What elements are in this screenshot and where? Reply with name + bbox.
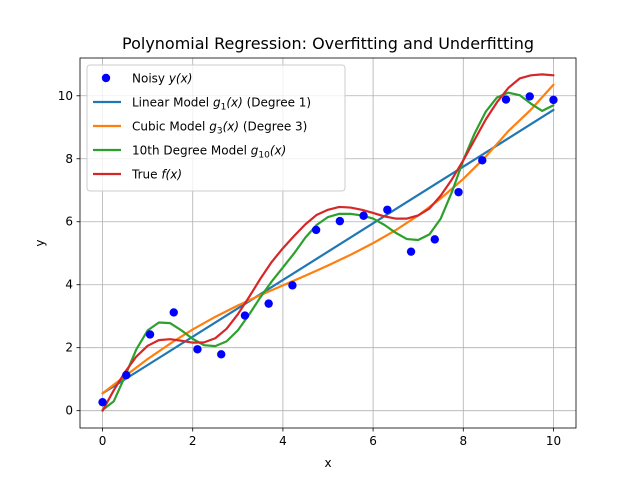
scatter-point (383, 205, 392, 214)
y-tick-label: 2 (65, 341, 73, 355)
scatter-point (193, 345, 202, 354)
legend: Noisy y(x) Linear Model g1(x) (Degree 1) C… (86, 64, 346, 192)
legend-box (86, 64, 346, 192)
scatter-point (501, 95, 511, 104)
y-tick-label: 6 (65, 215, 73, 229)
x-tick-label: 8 (459, 434, 467, 448)
x-tick-label: 0 (99, 434, 107, 448)
y-axis-label: y (33, 239, 47, 246)
scatter-point (359, 211, 368, 220)
scatter-point (98, 397, 107, 407)
scatter-point (145, 330, 155, 339)
x-axis-label: x (324, 456, 331, 470)
y-tick-label: 10 (58, 89, 73, 103)
legend-label: True f(x) (131, 168, 182, 182)
scatter-point (430, 235, 439, 244)
x-tick-label: 6 (369, 434, 377, 448)
scatter-point (311, 225, 321, 235)
x-tick-label: 4 (279, 434, 287, 448)
legend-label: Cubic Model g3(x) (Degree 3) (132, 120, 307, 137)
scatter-point (217, 350, 226, 359)
legend-label: Noisy y(x) (132, 72, 192, 86)
legend-label: 10th Degree Model g10(x) (132, 144, 286, 161)
series-line-cubic-model-g3-x-degree-3 (101, 83, 555, 395)
plot-frame (79, 57, 577, 429)
x-tick-label: 2 (189, 434, 197, 448)
scatter-point (549, 95, 558, 105)
legend-marker-scatter (101, 73, 111, 83)
scatter-point (335, 216, 345, 226)
series-line-linear-model-g1-x-degree-1 (101, 108, 555, 395)
scatter-point (525, 92, 534, 101)
scatter-point (122, 370, 131, 380)
y-tick-label: 8 (65, 152, 73, 166)
x-tick-label: 10 (546, 434, 561, 448)
y-tick-label: 4 (65, 278, 73, 292)
scatter-point (288, 281, 297, 290)
legend-label: Linear Model g1(x) (Degree 1) (132, 96, 311, 113)
scatter-point (406, 247, 416, 256)
scatter-point (169, 308, 178, 317)
scatter-point (240, 311, 250, 320)
series-line-10th-degree-model-g10-x (101, 91, 555, 412)
scatter-point (264, 299, 273, 308)
scatter-point (478, 156, 487, 165)
chart-title: Polynomial Regression: Overfitting and U… (122, 34, 534, 53)
scatter-layer (98, 92, 558, 407)
y-tick-label: 0 (65, 404, 73, 418)
ticks: 0 2 4 6 8 10 0 2 4 6 8 10 (58, 89, 561, 448)
series-line-true-f-x (101, 73, 555, 412)
series-layer (101, 73, 555, 412)
scatter-point (454, 187, 463, 197)
